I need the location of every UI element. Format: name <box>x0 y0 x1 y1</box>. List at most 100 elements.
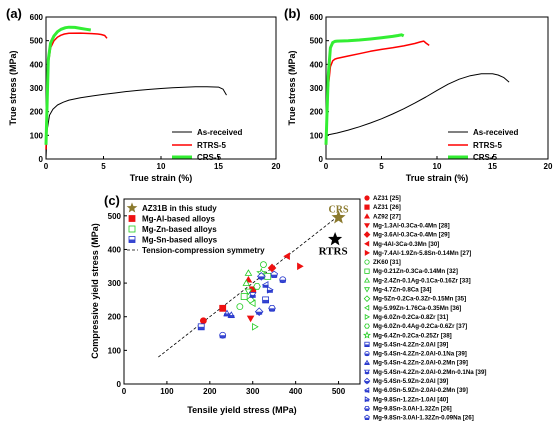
panel-c-x-tick-label: 0 <box>122 387 127 396</box>
reference-marker <box>364 213 370 219</box>
legend-swatch-mg-al-based-alloys <box>128 215 136 222</box>
reference-label: Mg-5.4Sn-4.2Zn-2.0Al-0.2Mn-0.1Na [39] <box>373 369 486 376</box>
reference-marker-fill <box>364 344 370 347</box>
data-point <box>260 261 267 268</box>
panel-c-y-axis-label: Compressive yield stress (MPa) <box>90 223 100 359</box>
reference-marker <box>363 331 371 339</box>
reference-marker <box>364 287 370 293</box>
data-point-fill <box>223 313 230 317</box>
panel-c-y-tick-label: 100 <box>108 346 122 355</box>
data-point-fill <box>198 326 205 330</box>
panel-c-symmetry-line <box>158 215 339 358</box>
panel-b-y-tick-label: 200 <box>310 108 324 117</box>
data-point <box>244 288 253 296</box>
panel-c-y-tick-label: 200 <box>108 313 122 322</box>
data-point <box>219 304 227 312</box>
panel-b-legend-label-rtrs: RTRS-5 <box>473 141 502 150</box>
panel-c-x-tick-label: 200 <box>203 387 217 396</box>
reference-marker <box>363 223 371 229</box>
panel-a-line-as-received <box>45 86 227 160</box>
reference-label: Mg-0.21Zn-0.3Ca-0.14Mn [32] <box>373 268 458 275</box>
data-point-fill <box>269 308 276 312</box>
panel-a-y-tick-label: 0 <box>39 155 44 164</box>
panel-b-line-crs-5 <box>324 33 405 145</box>
panel-a-legend-label-as-received: As-received <box>197 128 242 137</box>
panel-a-label: (a) <box>6 6 22 21</box>
reference-marker-fill <box>364 381 370 384</box>
data-point-fill <box>228 315 235 319</box>
data-point <box>283 252 290 260</box>
data-point <box>242 279 251 286</box>
panel-a-legend: As-received RTRS-5 CRS-5 <box>172 128 242 162</box>
legend-swatch-mg-zn-based-alloys <box>128 225 136 233</box>
panel-a-x-tick-label: 5 <box>101 162 106 171</box>
panel-a-y-tick-label: 300 <box>30 84 44 93</box>
reference-label: Mg-6.0Zn-0.4Ag-0.2Ca-0.6Zr [37] <box>373 323 467 330</box>
panel-b-legend-label-crs: CRS-5 <box>473 153 498 162</box>
panel-a-x-tick-label: 10 <box>157 162 166 171</box>
data-point-fill <box>258 276 265 280</box>
panel-a-y-tick-label: 500 <box>30 37 44 46</box>
reference-marker <box>363 277 371 283</box>
panel-c-x-tick-label: 400 <box>289 387 303 396</box>
reference-marker-fill <box>364 408 370 411</box>
panel-b-x-tick-label: 15 <box>488 162 497 171</box>
panel-c-x-tick-label: 300 <box>246 387 260 396</box>
reference-marker <box>363 231 371 238</box>
reference-label: Mg-5Zn-0.2Ca-0.3Zr-0.15Mn [35] <box>373 296 466 303</box>
data-point <box>252 323 259 331</box>
data-point <box>246 315 255 323</box>
reference-label: AZ31 [25] <box>373 195 401 202</box>
panel-c-x-axis-label: Tensile yield stress (MPa) <box>187 405 296 415</box>
panel-a-y-tick-label: 200 <box>30 108 44 117</box>
data-point-fill <box>256 311 263 315</box>
reference-marker-fill <box>364 417 370 420</box>
data-point-fill <box>249 294 256 298</box>
reference-label: Mg-7.4Al-1.9Zn-5.8Sn-0.14Mn [27] <box>373 250 471 257</box>
panel-c-points <box>197 252 304 339</box>
legend-label: AZ31B in this study <box>142 204 217 213</box>
panel-b-legend-label-as-received: As-received <box>473 128 518 137</box>
data-point <box>199 317 207 325</box>
panel-b-label: (b) <box>284 6 301 21</box>
panel-a-legend-label-crs: CRS-5 <box>197 153 222 162</box>
reference-label: Mg-5.4Sn-4.2Zn-2.0Al-0.1Na [39] <box>373 351 467 358</box>
data-point <box>240 293 248 300</box>
reference-label: ZK60 [31] <box>373 259 401 266</box>
data-point <box>264 272 272 280</box>
panel-a-x-axis-label: True strain (%) <box>130 173 193 183</box>
legend-label: Tension-compression symmetry <box>142 246 265 255</box>
panel-b-x-tick-label: 20 <box>544 162 553 171</box>
panel-c-study-points: CRS RTRS <box>319 205 349 258</box>
reference-label: Mg-9.8Sn-3.0Al-1.32Zn [26] <box>373 405 452 412</box>
reference-label: Mg-4Al-3Ca-0.3Mn [30] <box>373 241 439 248</box>
panel-a-line-rtrs-5 <box>45 32 108 150</box>
reference-marker <box>363 304 370 311</box>
reference-label: Mg-6.0Sn-5.9Zn-2.0Al-0.2Mn [39] <box>373 387 468 394</box>
reference-marker-fill <box>364 399 370 402</box>
panel-b-x-tick-label: 0 <box>324 162 329 171</box>
data-point <box>236 303 244 311</box>
study-point-rtrs <box>328 231 343 246</box>
data-point-fill <box>266 289 273 293</box>
legend-label: Mg-Sn-based alloys <box>142 236 218 245</box>
study-point-label-crs: CRS <box>329 205 349 216</box>
reference-marker <box>364 195 370 201</box>
reference-marker <box>364 204 370 210</box>
reference-marker-fill <box>364 362 370 365</box>
panel-b-y-tick-label: 0 <box>319 155 324 164</box>
data-point-fill <box>271 274 278 278</box>
panel-b-series <box>324 33 510 145</box>
legend-swatch-study <box>126 202 138 213</box>
reference-label: Mg-3.6Al-0.3Ca-0.4Mn [29] <box>373 232 450 239</box>
reference-label: Mg-9.8Sn-1.2Zn-1.0Al [40] <box>373 396 448 403</box>
panel-b-y-tick-label: 400 <box>310 60 324 69</box>
panel-a-y-tick-label: 100 <box>30 131 44 140</box>
reference-label: Mg-5.4Sn-4.2Zn-2.0Al [39] <box>373 341 448 348</box>
data-point <box>297 262 304 271</box>
data-point-fill <box>279 279 286 283</box>
panel-c-x-tick-label: 500 <box>332 387 346 396</box>
panel-a-y-axis-label: True stress (MPa) <box>8 50 18 125</box>
reference-label: AZ92 [27] <box>373 213 401 220</box>
